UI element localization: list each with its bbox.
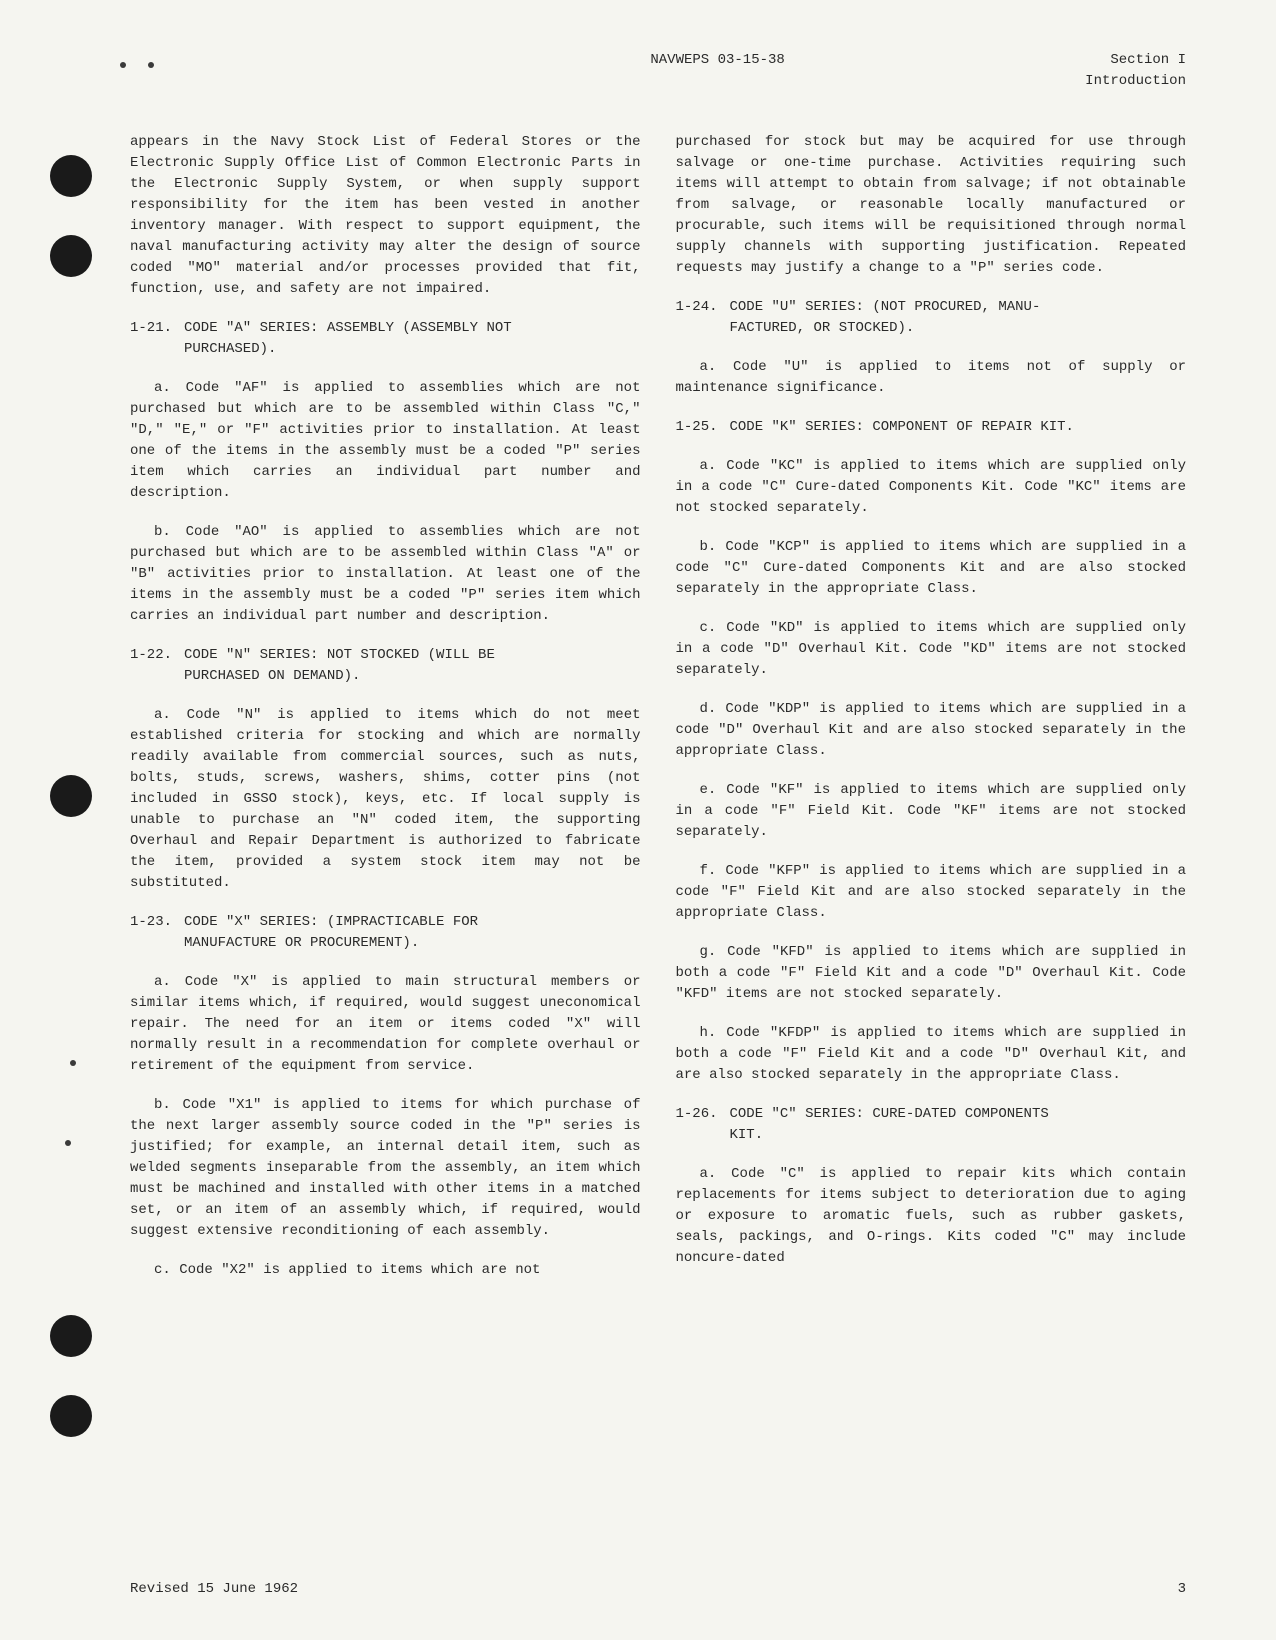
document-content: appears in the Navy Stock List of Federa… bbox=[130, 132, 1186, 1293]
para-1-25-c: c. Code "KD" is applied to items which a… bbox=[676, 618, 1187, 681]
para-1-21-a: a. Code "AF" is applied to assemblies wh… bbox=[130, 378, 641, 504]
section-title: CODE "U" SERIES: (NOT PROCURED, MANU- bbox=[730, 299, 1041, 315]
para-1-26-a: a. Code "C" is applied to repair kits wh… bbox=[676, 1164, 1187, 1269]
section-number: 1-25. bbox=[676, 417, 730, 438]
para-1-25-f: f. Code "KFP" is applied to items which … bbox=[676, 861, 1187, 924]
section-1-26-heading: 1-26.CODE "C" SERIES: CURE-DATED COMPONE… bbox=[676, 1104, 1187, 1146]
section-subtitle: Introduction bbox=[1085, 71, 1186, 92]
para-1-25-h: h. Code "KFDP" is applied to items which… bbox=[676, 1023, 1187, 1086]
section-title-cont: PURCHASED). bbox=[130, 339, 641, 360]
section-title-cont: PURCHASED ON DEMAND). bbox=[130, 666, 641, 687]
intro-paragraph: appears in the Navy Stock List of Federa… bbox=[130, 132, 641, 300]
col2-intro-paragraph: purchased for stock but may be acquired … bbox=[676, 132, 1187, 279]
section-title: CODE "K" SERIES: COMPONENT OF REPAIR KIT… bbox=[730, 419, 1074, 435]
artifact-dot bbox=[70, 1060, 76, 1066]
section-title-cont: KIT. bbox=[676, 1125, 1187, 1146]
artifact-dot bbox=[120, 62, 126, 68]
document-number: NAVWEPS 03-15-38 bbox=[130, 50, 1085, 92]
punch-hole bbox=[50, 235, 92, 277]
section-1-21-heading: 1-21.CODE "A" SERIES: ASSEMBLY (ASSEMBLY… bbox=[130, 318, 641, 360]
para-1-23-a: a. Code "X" is applied to main structura… bbox=[130, 972, 641, 1077]
page-number: 3 bbox=[1178, 1579, 1186, 1600]
section-1-24-heading: 1-24.CODE "U" SERIES: (NOT PROCURED, MAN… bbox=[676, 297, 1187, 339]
punch-hole bbox=[50, 1315, 92, 1357]
section-number: 1-26. bbox=[676, 1104, 730, 1125]
section-title: CODE "A" SERIES: ASSEMBLY (ASSEMBLY NOT bbox=[184, 320, 512, 336]
section-title-cont: FACTURED, OR STOCKED). bbox=[676, 318, 1187, 339]
para-1-25-a: a. Code "KC" is applied to items which a… bbox=[676, 456, 1187, 519]
para-1-23-c: c. Code "X2" is applied to items which a… bbox=[130, 1260, 641, 1281]
revision-date: Revised 15 June 1962 bbox=[130, 1579, 298, 1600]
para-1-25-b: b. Code "KCP" is applied to items which … bbox=[676, 537, 1187, 600]
section-title: CODE "X" SERIES: (IMPRACTICABLE FOR bbox=[184, 914, 478, 930]
section-title-cont: MANUFACTURE OR PROCUREMENT). bbox=[130, 933, 641, 954]
punch-hole bbox=[50, 775, 92, 817]
page-footer: Revised 15 June 1962 3 bbox=[130, 1579, 1186, 1600]
punch-hole bbox=[50, 1395, 92, 1437]
para-1-25-g: g. Code "KFD" is applied to items which … bbox=[676, 942, 1187, 1005]
para-1-21-b: b. Code "AO" is applied to assemblies wh… bbox=[130, 522, 641, 627]
para-1-24-a: a. Code "U" is applied to items not of s… bbox=[676, 357, 1187, 399]
section-label: Section I bbox=[1085, 50, 1186, 71]
section-1-22-heading: 1-22.CODE "N" SERIES: NOT STOCKED (WILL … bbox=[130, 645, 641, 687]
section-number: 1-21. bbox=[130, 318, 184, 339]
artifact-dot bbox=[148, 62, 154, 68]
section-number: 1-22. bbox=[130, 645, 184, 666]
section-number: 1-24. bbox=[676, 297, 730, 318]
artifact-dot bbox=[65, 1140, 71, 1146]
para-1-22-a: a. Code "N" is applied to items which do… bbox=[130, 705, 641, 894]
section-title: CODE "C" SERIES: CURE-DATED COMPONENTS bbox=[730, 1106, 1049, 1122]
section-title: CODE "N" SERIES: NOT STOCKED (WILL BE bbox=[184, 647, 495, 663]
para-1-23-b: b. Code "X1" is applied to items for whi… bbox=[130, 1095, 641, 1242]
section-1-25-heading: 1-25.CODE "K" SERIES: COMPONENT OF REPAI… bbox=[676, 417, 1187, 438]
para-1-25-d: d. Code "KDP" is applied to items which … bbox=[676, 699, 1187, 762]
page-header: NAVWEPS 03-15-38 Section I Introduction bbox=[130, 50, 1186, 92]
section-1-23-heading: 1-23.CODE "X" SERIES: (IMPRACTICABLE FOR… bbox=[130, 912, 641, 954]
punch-hole bbox=[50, 155, 92, 197]
section-number: 1-23. bbox=[130, 912, 184, 933]
para-1-25-e: e. Code "KF" is applied to items which a… bbox=[676, 780, 1187, 843]
